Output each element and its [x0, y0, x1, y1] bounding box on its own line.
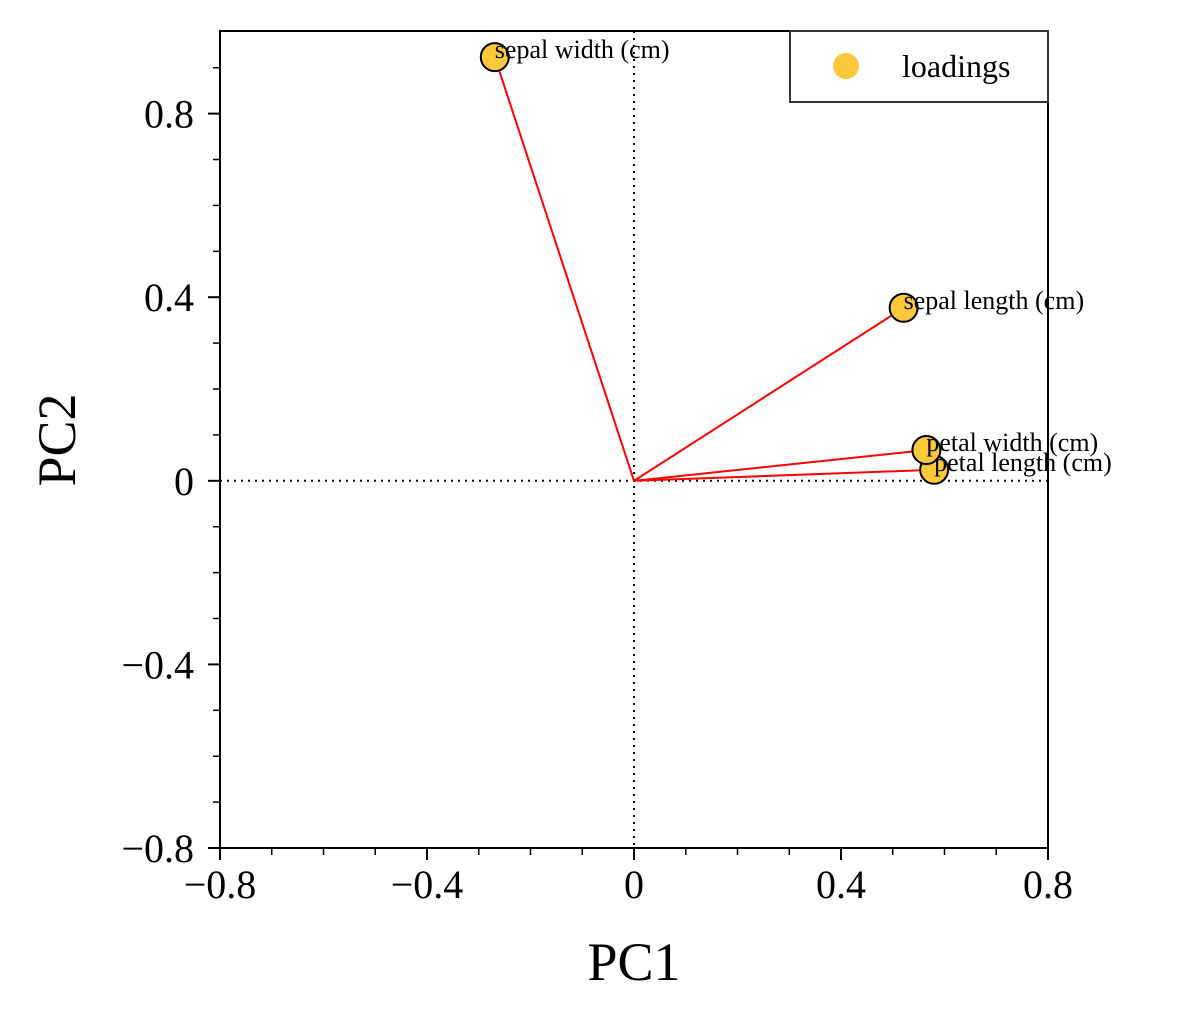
loading-vector — [633, 449, 927, 482]
y-axis-title: PC2 — [27, 393, 87, 486]
loading-points — [479, 42, 950, 485]
loading-point-label: sepal length (cm) — [904, 286, 1084, 315]
y-tick-label: −0.8 — [121, 826, 194, 871]
legend-label: loadings — [902, 48, 1010, 84]
loading-point — [479, 42, 510, 73]
loading-vector — [633, 306, 905, 482]
loading-point — [911, 435, 942, 466]
plot-frame — [219, 30, 1049, 849]
x-tick-label: 0.8 — [1023, 862, 1073, 907]
x-axis-title: PC1 — [587, 932, 680, 992]
x-tick-label: −0.8 — [184, 862, 257, 907]
loading-vectors — [493, 56, 935, 482]
loading-point — [888, 292, 919, 323]
loading-vector — [633, 468, 935, 482]
tick-labels: −0.8 −0.4 0 0.4 0.8 −0.8 −0.4 0 0.4 0.8 — [121, 92, 1073, 907]
loading-labels: sepal length (cm) sepal width (cm) petal l… — [495, 35, 1112, 477]
x-tick-label: 0.4 — [816, 862, 866, 907]
legend-marker — [833, 53, 859, 79]
y-tick-label: −0.4 — [121, 642, 194, 687]
loading-vector — [493, 56, 635, 482]
loading-point-label: petal width (cm) — [926, 428, 1098, 457]
legend: loadings — [789, 30, 1049, 103]
x-tick-label: −0.4 — [391, 862, 464, 907]
x-tick-label: 0 — [624, 862, 644, 907]
loading-point-label: petal length (cm) — [934, 448, 1112, 477]
y-tick-label: 0 — [174, 459, 194, 504]
loading-point-label: sepal width (cm) — [495, 35, 670, 64]
axis-ticks — [208, 66, 1049, 860]
legend-box — [789, 30, 1049, 103]
y-tick-label: 0.8 — [144, 92, 194, 137]
y-tick-label: 0.4 — [144, 275, 194, 320]
